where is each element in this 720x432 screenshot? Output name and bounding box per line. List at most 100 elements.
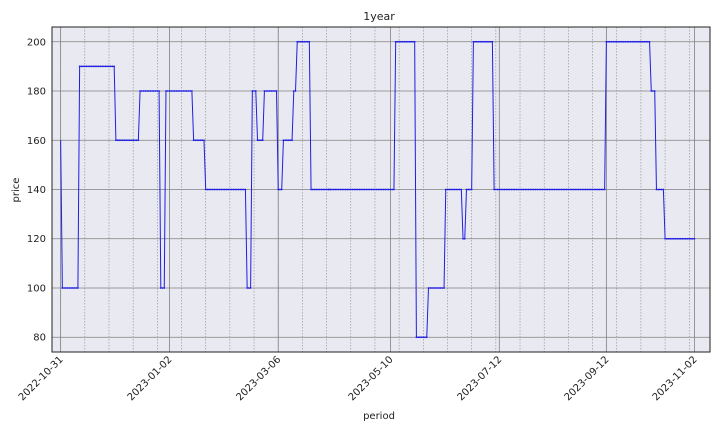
data-point	[541, 188, 544, 191]
data-point	[501, 188, 504, 191]
data-point	[393, 188, 395, 191]
data-point	[279, 188, 281, 191]
x-tick-label: 2023-07-12	[456, 354, 505, 403]
data-point	[239, 188, 242, 191]
data-point	[249, 287, 252, 289]
data-point	[598, 188, 601, 191]
y-tick-label: 200	[27, 37, 46, 48]
data-point	[351, 188, 354, 191]
data-point	[470, 188, 473, 191]
data-point	[199, 139, 202, 142]
data-point	[241, 188, 243, 191]
data-point	[374, 188, 376, 191]
data-point	[684, 237, 687, 240]
data-point	[275, 90, 278, 92]
data-point	[418, 336, 421, 339]
data-point	[311, 188, 314, 191]
data-point	[68, 287, 71, 289]
x-tick-label: 2023-03-06	[234, 354, 283, 403]
data-point	[101, 65, 103, 68]
data-point	[488, 40, 490, 43]
data-point	[104, 65, 107, 68]
data-point	[170, 90, 173, 92]
data-point	[206, 188, 209, 191]
data-point	[453, 188, 456, 191]
data-point	[529, 188, 532, 191]
data-point	[526, 188, 528, 191]
y-tick-label: 140	[27, 185, 46, 196]
data-point	[564, 188, 566, 191]
data-point	[550, 188, 553, 191]
data-point	[96, 65, 98, 68]
data-point	[446, 188, 449, 191]
data-point	[589, 188, 592, 191]
data-point	[595, 188, 597, 191]
data-point	[130, 139, 133, 142]
data-point	[484, 40, 487, 43]
data-point	[510, 188, 513, 191]
data-point	[384, 188, 387, 191]
data-point	[209, 188, 212, 191]
data-point	[551, 188, 554, 191]
data-point	[327, 188, 330, 191]
data-point	[545, 188, 547, 191]
data-point	[626, 40, 628, 43]
data-point	[315, 188, 318, 191]
data-point	[420, 336, 423, 339]
price-series-points	[61, 40, 696, 339]
y-tick-label: 120	[27, 234, 46, 245]
data-point	[235, 188, 238, 191]
data-point	[655, 188, 658, 191]
data-point	[508, 188, 511, 191]
data-point	[531, 188, 534, 191]
data-point	[380, 188, 383, 191]
data-point	[330, 188, 333, 191]
data-point	[211, 188, 214, 191]
data-point	[674, 237, 677, 240]
data-point	[78, 65, 81, 68]
data-point	[634, 40, 637, 43]
data-point	[653, 90, 656, 92]
data-point	[92, 65, 95, 68]
plot-frame	[51, 26, 711, 353]
data-point	[659, 188, 661, 191]
data-point	[184, 90, 186, 92]
data-point	[403, 40, 406, 43]
data-point	[348, 188, 350, 191]
data-point	[489, 40, 492, 43]
data-point	[562, 188, 565, 191]
data-point	[323, 188, 326, 191]
data-point	[225, 188, 228, 191]
y-tick-label: 100	[27, 283, 46, 294]
data-point	[558, 188, 561, 191]
data-point	[676, 237, 679, 240]
data-point	[189, 90, 192, 92]
data-point	[132, 139, 135, 142]
data-point	[342, 188, 345, 191]
data-point	[106, 65, 109, 68]
data-point	[633, 40, 635, 43]
x-axis-ticks: 2022-10-31 2023-01-02 2023-03-06 2023-05-10…	[17, 354, 700, 403]
data-point	[494, 188, 497, 191]
data-point	[672, 237, 675, 240]
data-point	[386, 188, 388, 191]
data-point	[237, 188, 240, 191]
y-axis-ticks: 80 100 120 140 160 180 200	[27, 37, 46, 343]
data-point	[532, 188, 535, 191]
data-point	[365, 188, 368, 191]
data-point	[591, 188, 594, 191]
x-tick-label: 2023-09-12	[563, 354, 612, 403]
data-point	[154, 90, 157, 92]
data-point	[624, 40, 627, 43]
data-point	[71, 287, 74, 289]
data-point	[570, 188, 573, 191]
data-point	[85, 65, 88, 68]
data-point	[63, 287, 65, 289]
data-point	[203, 139, 205, 142]
data-point	[681, 237, 684, 240]
data-point	[197, 139, 200, 142]
y-tick-label: 180	[27, 87, 46, 98]
data-point	[310, 188, 312, 191]
data-point	[648, 40, 651, 43]
